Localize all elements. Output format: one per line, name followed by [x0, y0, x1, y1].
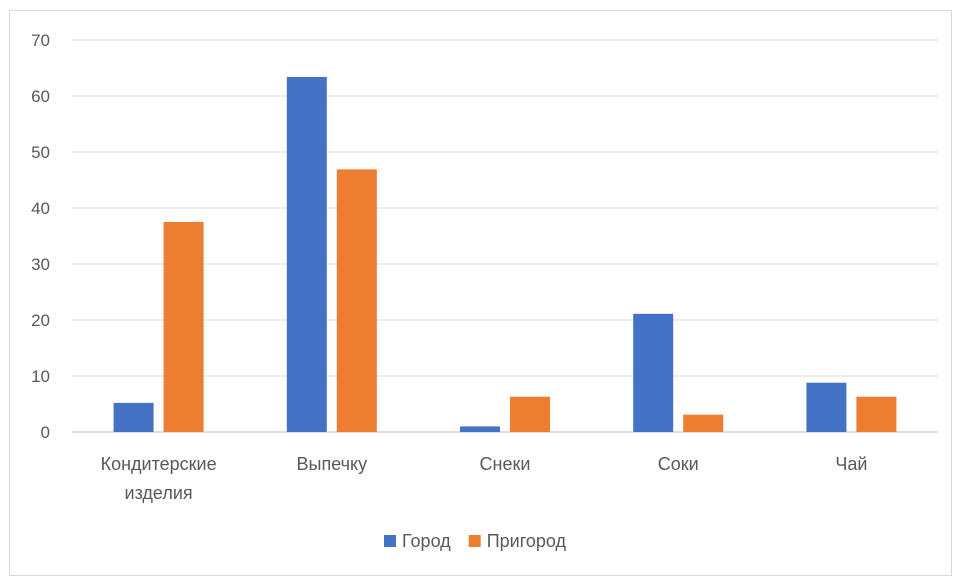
- category-label: Снеки: [480, 454, 531, 474]
- bar-gorod-4: [806, 382, 847, 432]
- y-tick-label: 30: [31, 255, 50, 274]
- bar-prigorod-3: [683, 414, 724, 432]
- y-tick-label: 0: [41, 423, 50, 442]
- bar-gorod-3: [633, 313, 674, 432]
- y-tick-label: 40: [31, 199, 50, 218]
- legend-label: Город: [402, 531, 451, 551]
- category-label: Чай: [835, 454, 867, 474]
- legend-swatch: [384, 535, 396, 547]
- bar-gorod-0: [113, 402, 154, 432]
- category-label: Соки: [658, 454, 699, 474]
- category-label: Выпечку: [297, 454, 368, 474]
- bar-prigorod-0: [163, 222, 204, 432]
- bar-gorod-2: [460, 426, 500, 432]
- y-tick-label: 50: [31, 143, 50, 162]
- y-tick-label: 60: [31, 87, 50, 106]
- y-tick-label: 10: [31, 367, 50, 386]
- bar-prigorod-2: [510, 396, 550, 432]
- legend: Город Пригород: [384, 531, 566, 551]
- gridlines: [72, 39, 938, 433]
- legend-label: Пригород: [487, 531, 567, 551]
- legend-swatch: [468, 535, 481, 547]
- bar-gorod-1: [286, 76, 327, 433]
- y-axis-tick-labels: 0 10 20 30 40 50 60 70: [31, 31, 50, 442]
- y-tick-label: 20: [31, 311, 50, 330]
- category-label: Кондитерские: [101, 454, 217, 474]
- y-tick-label: 70: [31, 31, 50, 50]
- category-label: изделия: [125, 483, 193, 503]
- bar-prigorod-1: [336, 169, 377, 433]
- category-labels: Кондитерские изделия Выпечку Снеки Соки Чай: [101, 454, 868, 503]
- bars: [113, 76, 897, 433]
- bar-prigorod-4: [856, 396, 897, 432]
